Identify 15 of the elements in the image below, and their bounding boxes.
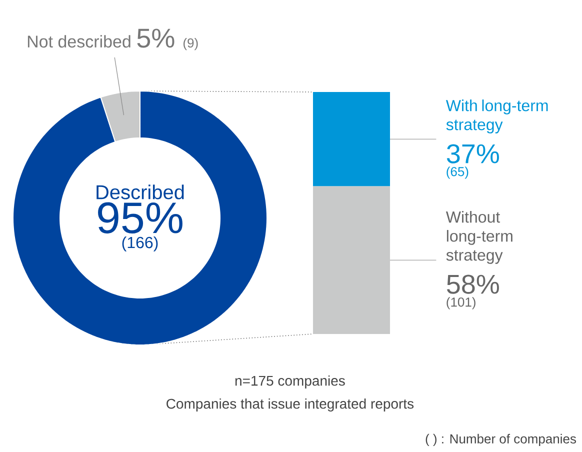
text: ( ) : Number of companies <box>426 434 576 446</box>
data-label: 37% <box>446 144 499 164</box>
data-label: 95% <box>98 202 182 234</box>
data-label: 58% <box>446 274 499 294</box>
data-label: 5% <box>137 28 174 48</box>
text: Companies that issue integrated reports <box>166 398 414 412</box>
text: (9) <box>183 38 198 50</box>
text: Without long-term strategy <box>446 210 512 264</box>
slice-label: Not described <box>28 35 130 48</box>
text: With long-term strategy <box>446 99 548 134</box>
text: (101) <box>446 297 476 310</box>
slice-label: Described <box>96 184 184 200</box>
text: n=175 companies <box>235 375 345 389</box>
text: (166) <box>122 236 158 252</box>
text: (65) <box>446 166 468 179</box>
